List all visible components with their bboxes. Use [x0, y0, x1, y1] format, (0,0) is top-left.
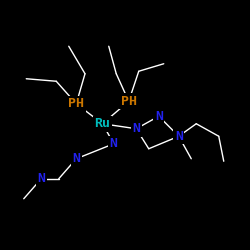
Text: PH: PH — [121, 95, 137, 108]
Text: N: N — [155, 110, 163, 123]
Text: Ru: Ru — [94, 117, 110, 130]
Text: N: N — [175, 130, 183, 143]
Text: N: N — [132, 122, 140, 135]
Text: PH: PH — [68, 97, 84, 110]
Text: N: N — [37, 172, 45, 185]
Text: N: N — [72, 152, 80, 165]
Text: N: N — [110, 137, 118, 150]
